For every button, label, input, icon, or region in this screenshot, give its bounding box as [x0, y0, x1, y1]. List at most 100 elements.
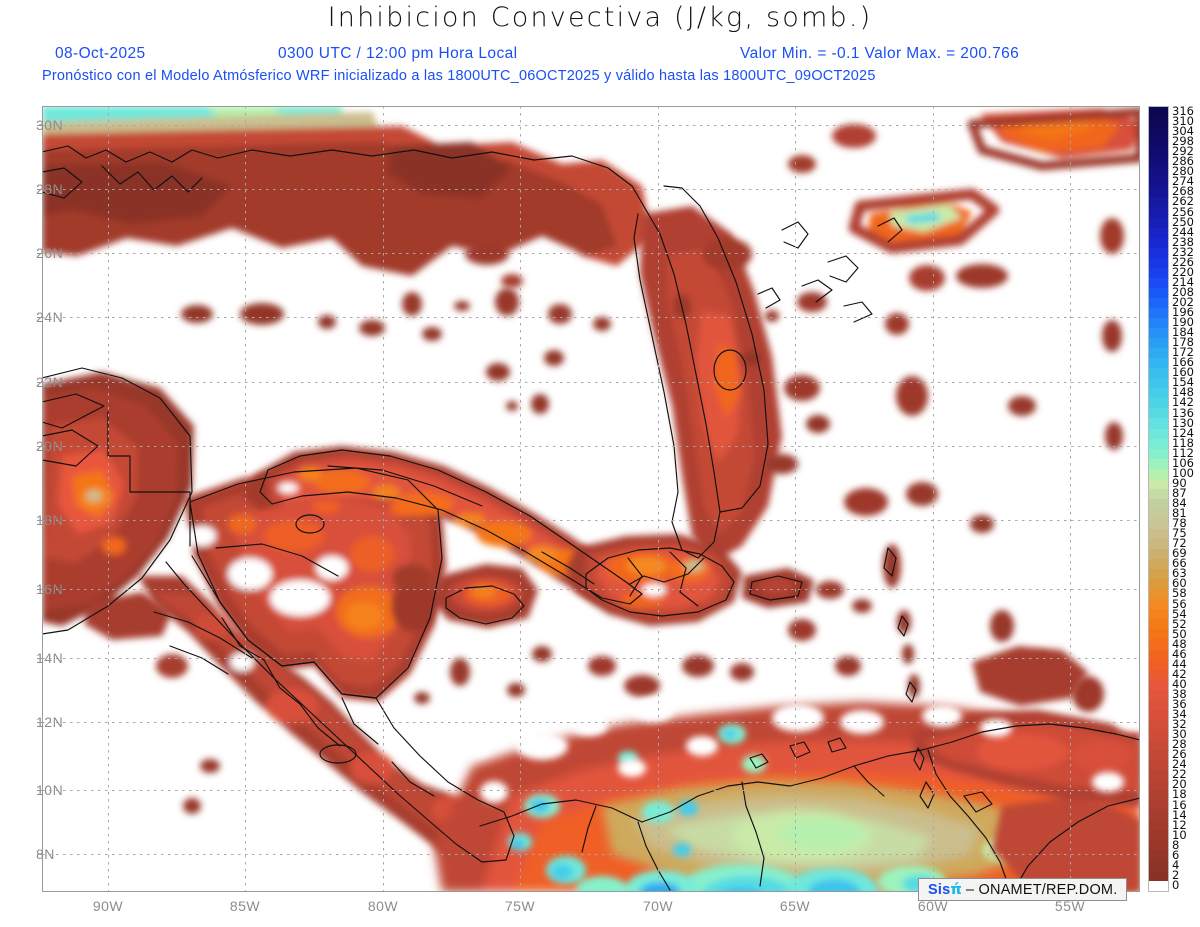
colorbar-band-226	[1149, 257, 1168, 268]
colorbar-tick-78: 78	[1172, 516, 1187, 531]
gridline-lat-8N	[42, 854, 1140, 855]
ytick-mark-26N	[37, 253, 42, 254]
colorbar-tick-190: 190	[1172, 315, 1194, 330]
colorbar-band-220	[1149, 267, 1168, 278]
colorbar-band-14	[1149, 810, 1168, 821]
gridline-lon-90W	[108, 106, 109, 892]
colorbar-tick-166: 166	[1172, 355, 1194, 370]
colorbar-band-30	[1149, 729, 1168, 740]
colorbar-band-34	[1149, 709, 1168, 720]
xtick-60W: 60W	[917, 898, 949, 914]
colorbar-tick-118: 118	[1172, 435, 1194, 450]
logo-sis-text: Sis	[928, 881, 951, 898]
colorbar-tick-112: 112	[1172, 445, 1194, 460]
colorbar-tick-148: 148	[1172, 385, 1194, 400]
colorbar-tick-24: 24	[1172, 757, 1187, 772]
cin-field	[42, 106, 1140, 892]
colorbar-band-78	[1149, 518, 1168, 529]
ytick-mark-18N	[37, 520, 42, 521]
colorbar-band-4	[1149, 860, 1168, 871]
ytick-mark-12N	[37, 722, 42, 723]
colorbar-tick-286: 286	[1172, 154, 1194, 169]
colorbar-tick-142: 142	[1172, 395, 1194, 410]
forecast-valid-time: 0300 UTC / 12:00 pm Hora Local	[278, 45, 518, 62]
colorbar-band-166	[1149, 358, 1168, 369]
colorbar-band-56	[1149, 599, 1168, 610]
colorbar-band-106	[1149, 458, 1168, 469]
logo-pi-icon: π́	[950, 881, 963, 898]
colorbar-band-38	[1149, 689, 1168, 700]
colorbar-tick-208: 208	[1172, 284, 1194, 299]
gridline-lat-18N	[42, 520, 1140, 521]
ytick-mark-16N	[37, 589, 42, 590]
colorbar-band-142	[1149, 398, 1168, 409]
gridline-lat-26N	[42, 253, 1140, 254]
ytick-mark-22N	[37, 382, 42, 383]
colorbar-band-172	[1149, 348, 1168, 359]
colorbar-tick-154: 154	[1172, 375, 1194, 390]
colorbar-band-250	[1149, 217, 1168, 228]
colorbar-tick-226: 226	[1172, 254, 1194, 269]
xtick-85W: 85W	[229, 898, 261, 914]
colorbar-band-6	[1149, 850, 1168, 861]
colorbar-tick-28: 28	[1172, 737, 1187, 752]
colorbar-band-202	[1149, 297, 1168, 308]
colorbar-band-90	[1149, 478, 1168, 489]
ytick-mark-8N	[37, 854, 42, 855]
colorbar-band-10	[1149, 830, 1168, 841]
provider-logo: Sis π́ – ONAMET/REP.DOM.	[918, 878, 1128, 901]
ytick-mark-20N	[37, 446, 42, 447]
page-title: Inhibicion Convectiva (J/kg, somb.)	[327, 2, 873, 33]
gridline-lon-80W	[383, 106, 384, 892]
colorbar-tick-66: 66	[1172, 556, 1187, 571]
colorbar-band-154	[1149, 378, 1168, 389]
ytick-mark-24N	[37, 317, 42, 318]
colorbar-tick-22: 22	[1172, 767, 1187, 782]
gridline-lon-85W	[245, 106, 246, 892]
colorbar-tick-250: 250	[1172, 214, 1194, 229]
model-run-info: Pronóstico con el Modelo Atmósferico WRF…	[42, 68, 876, 84]
colorbar-band-66	[1149, 559, 1168, 570]
colorbar-band-48	[1149, 639, 1168, 650]
colorbar-band-214	[1149, 277, 1168, 288]
colorbar-band-268	[1149, 187, 1168, 198]
colorbar-tick-238: 238	[1172, 234, 1194, 249]
logo-org-text: – ONAMET/REP.DOM.	[966, 881, 1118, 898]
xtick-90W: 90W	[92, 898, 124, 914]
colorbar-band-46	[1149, 649, 1168, 660]
gridline-lat-16N	[42, 589, 1140, 590]
colorbar-band-12	[1149, 820, 1168, 831]
gridline-lat-14N	[42, 658, 1140, 659]
gridline-lon-55W	[1070, 106, 1071, 892]
colorbar-tick-8: 8	[1172, 837, 1180, 852]
colorbar-band-112	[1149, 448, 1168, 459]
colorbar-tick-18: 18	[1172, 787, 1187, 802]
gridline-lat-20N	[42, 446, 1140, 447]
colorbar-tick-40: 40	[1172, 676, 1187, 691]
colorbar-tick-184: 184	[1172, 325, 1194, 340]
colorbar-band-304	[1149, 127, 1168, 138]
gridline-lon-70W	[658, 106, 659, 892]
colorbar-tick-178: 178	[1172, 335, 1194, 350]
colorbar-tick-42: 42	[1172, 666, 1187, 681]
colorbar-tick-69: 69	[1172, 546, 1187, 561]
colorbar-tick-0: 0	[1172, 877, 1180, 892]
ytick-mark-10N	[37, 790, 42, 791]
colorbar-tick-12: 12	[1172, 817, 1187, 832]
colorbar-tick-298: 298	[1172, 134, 1194, 149]
colorbar-tick-63: 63	[1172, 566, 1187, 581]
colorbar-band-63	[1149, 569, 1168, 580]
gridline-lat-30N	[42, 125, 1140, 126]
colorbar-band-16	[1149, 800, 1168, 811]
colorbar-tick-214: 214	[1172, 274, 1194, 289]
colorbar-band-22	[1149, 770, 1168, 781]
colorbar-band-2	[1149, 870, 1168, 881]
colorbar-band-42	[1149, 669, 1168, 680]
colorbar-band-196	[1149, 307, 1168, 318]
colorbar-tick-4: 4	[1172, 857, 1180, 872]
colorbar-tick-6: 6	[1172, 847, 1180, 862]
colorbar-tick-274: 274	[1172, 174, 1194, 189]
gridline-lat-22N	[42, 382, 1140, 383]
colorbar-band-148	[1149, 388, 1168, 399]
